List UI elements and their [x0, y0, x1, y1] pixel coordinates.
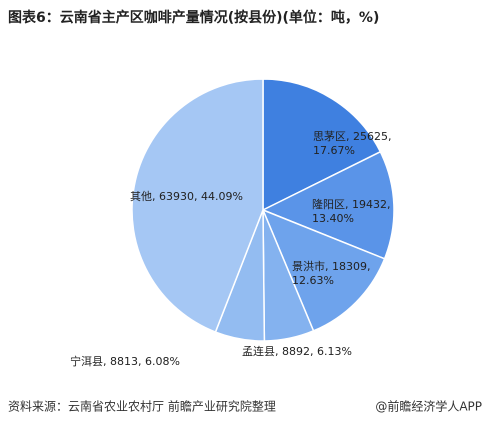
data-label: 17.67%	[313, 144, 355, 157]
data-label: 其他, 63930, 44.09%	[130, 190, 243, 203]
data-label: 景洪市, 18309,	[292, 259, 370, 273]
data-label: 孟连县, 8892, 6.13%	[242, 345, 352, 358]
data-label: 13.40%	[312, 212, 354, 225]
pie-slice	[261, 150, 395, 260]
data-label: 12.63%	[292, 274, 334, 287]
data-label: 宁洱县, 8813, 6.08%	[70, 354, 180, 368]
pie-slice	[261, 208, 386, 332]
pie-slice	[262, 78, 382, 212]
chart-title: 图表6：云南省主产区咖啡产量情况(按县份)(单位：吨，%)	[8, 9, 379, 26]
source: 资料来源：云南省农业农村厅 前瞻产业研究院整理	[8, 399, 276, 414]
pie-slice	[131, 78, 264, 334]
credit: @前瞻经济学人APP	[375, 399, 482, 414]
data-label: 思茅区, 25625,	[313, 130, 391, 143]
data-label: 隆阳区, 19432,	[312, 197, 390, 211]
